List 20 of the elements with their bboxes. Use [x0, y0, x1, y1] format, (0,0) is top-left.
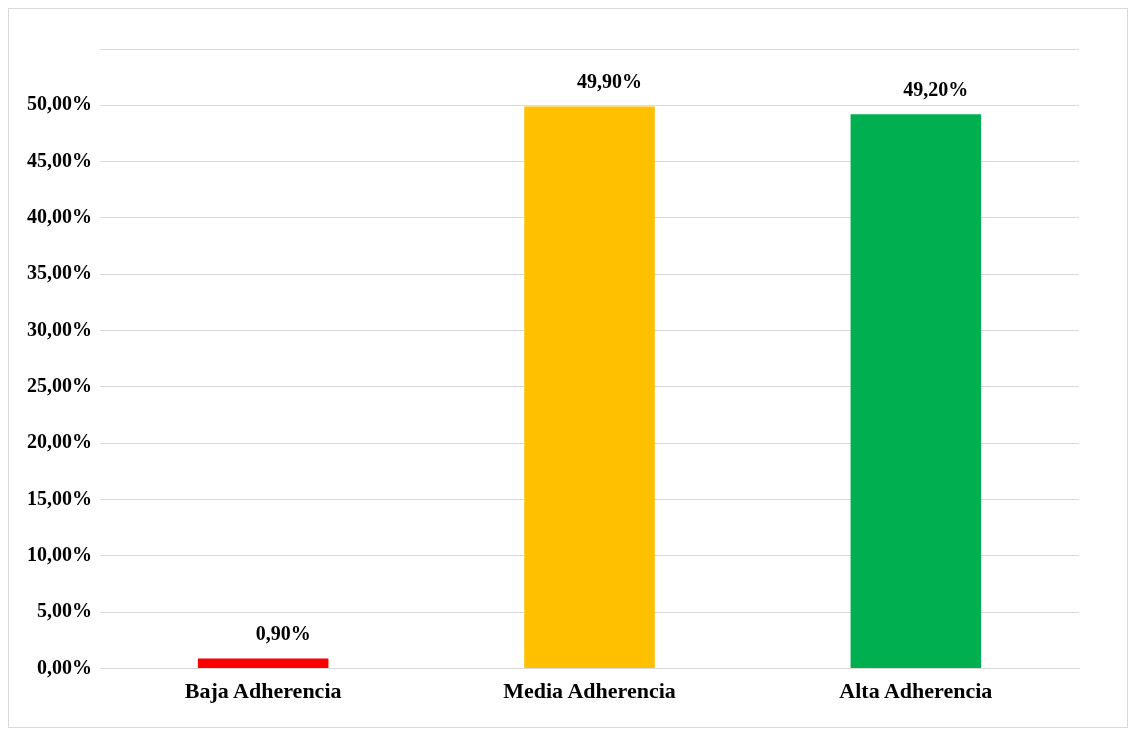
y-tick-label: 5,00%: [37, 599, 92, 622]
y-tick-label: 50,00%: [27, 92, 92, 115]
data-label: 49,20%: [903, 77, 969, 100]
x-tick-label: Baja Adherencia: [184, 678, 342, 704]
y-tick-label: 15,00%: [27, 486, 92, 509]
bar: [197, 658, 329, 669]
y-tick-label: 40,00%: [27, 205, 92, 228]
x-tick-label: Alta Adherencia: [839, 678, 993, 704]
data-label: 0,90%: [255, 621, 311, 644]
y-tick-label: 10,00%: [27, 543, 92, 566]
y-tick-label: 20,00%: [27, 430, 92, 453]
bar: [850, 114, 982, 669]
data-label: 49,90%: [577, 69, 642, 92]
y-tick-label: 0,00%: [37, 655, 92, 678]
y-tick-label: 45,00%: [27, 148, 92, 171]
y-tick-label: 35,00%: [27, 261, 92, 284]
y-tick-label: 30,00%: [27, 317, 92, 340]
x-tick-label: Media Adherencia: [503, 678, 676, 704]
bar: [524, 106, 655, 669]
y-tick-label: 25,00%: [27, 374, 92, 397]
